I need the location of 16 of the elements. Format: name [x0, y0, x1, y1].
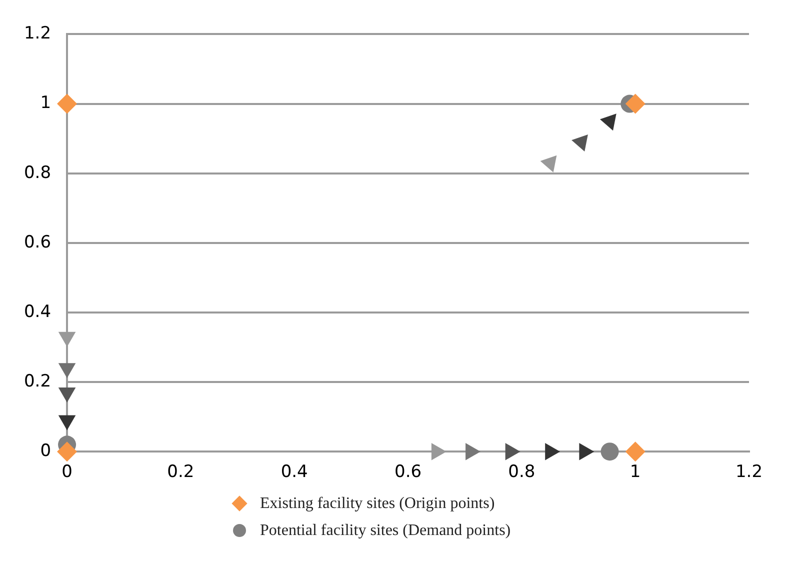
x-tick-label: 0	[62, 462, 72, 482]
y-tick-label: 0	[40, 441, 52, 462]
x-tick-label: 0.4	[280, 462, 308, 482]
x-tick-label: 1.2	[735, 462, 763, 482]
y-tick-label: 1	[40, 93, 52, 114]
y-tick-label: 1.2	[24, 24, 52, 44]
x-tick-label: 0.8	[508, 462, 536, 482]
y-tick-label: 0.8	[24, 162, 52, 183]
x-tick-label: 1	[630, 462, 641, 482]
y-tick-label: 0.6	[24, 232, 52, 252]
y-tick-label: 0.4	[24, 302, 52, 322]
x-tick-label: 0.2	[167, 462, 194, 482]
y-tick-label: 0.2	[24, 371, 52, 392]
x-tick-label: 0.6	[394, 462, 422, 482]
legend-label: Existing facility sites (Origin points)	[260, 494, 495, 512]
legend-label: Potential facility sites (Demand points)	[260, 522, 511, 540]
